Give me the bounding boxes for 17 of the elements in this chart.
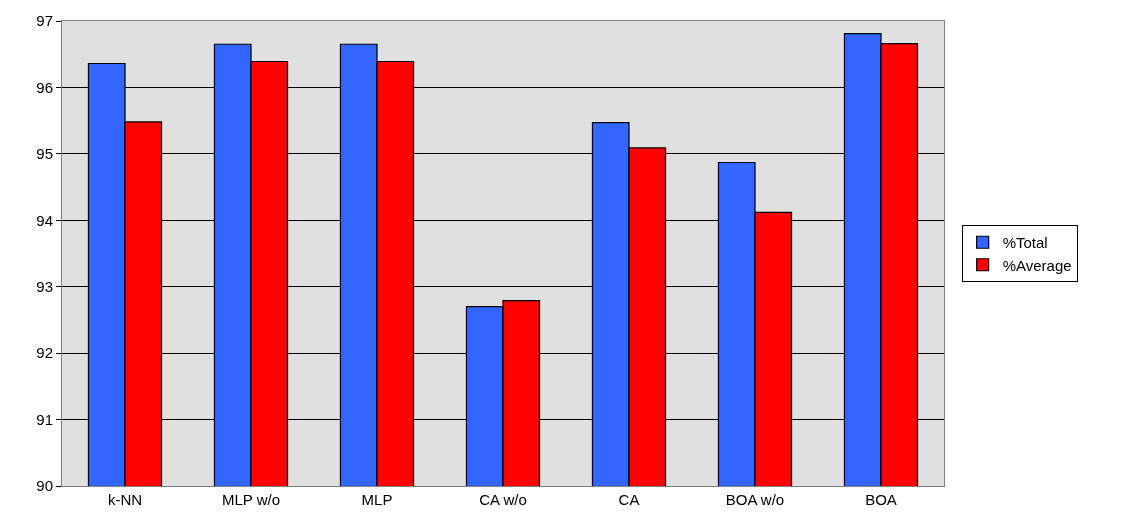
y-tick-label: 91 — [36, 410, 53, 428]
y-tick-label: 96 — [36, 78, 53, 96]
x-tick-label: CA w/o — [479, 491, 527, 508]
y-tick-label: 94 — [36, 211, 53, 229]
x-tick-label: MLP — [361, 491, 393, 508]
y-tick-label: 92 — [36, 344, 53, 362]
x-tick-label: k-NN — [107, 491, 143, 508]
y-tick-label: 97 — [36, 12, 53, 30]
y-tick-label: 95 — [36, 145, 53, 163]
legend-label: %Total — [1002, 234, 1048, 252]
y-tick-label: 93 — [36, 277, 53, 295]
x-tick-label: CA — [618, 491, 640, 508]
y-tick-label: 90 — [36, 477, 53, 495]
legend-label: %Average — [1002, 256, 1072, 274]
x-tick-label: BOA — [865, 491, 897, 508]
x-tick-label: MLP w/o — [221, 491, 281, 508]
x-tick-label: BOA w/o — [725, 491, 785, 508]
